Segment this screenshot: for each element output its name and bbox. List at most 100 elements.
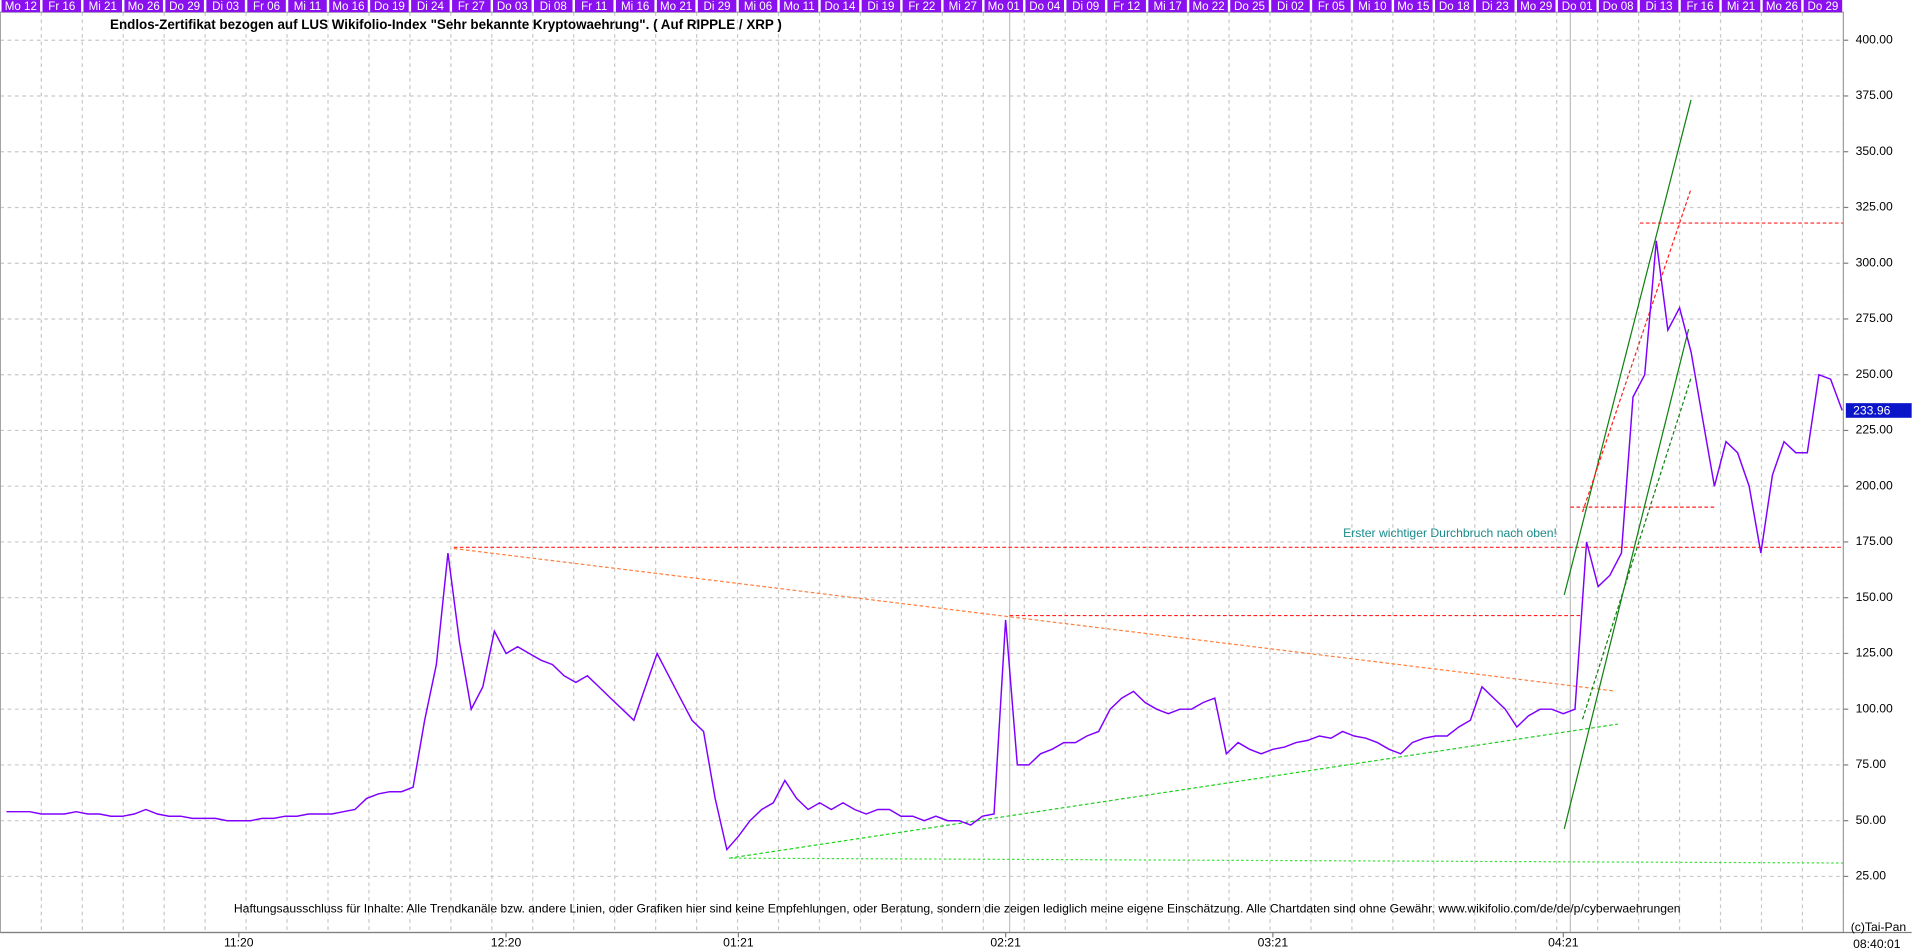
date-cell [820,0,860,13]
date-cell [1066,0,1105,13]
x-tick-label: 01:21 [723,936,754,950]
y-tick-label: 100.00 [1856,701,1893,715]
trend-line [1563,328,1690,830]
y-tick-label: 275.00 [1856,311,1893,325]
date-label: Mo 11 [783,1,814,13]
date-cell [697,0,737,13]
date-cell [1230,0,1269,13]
x-tick-label: 04:21 [1548,936,1579,950]
date-cell [165,0,204,13]
date-cell [1,0,41,13]
date-label: Mo 16 [332,1,364,13]
date-label: Di 29 [704,1,731,13]
trend-line [1581,377,1692,720]
date-cell [206,0,245,13]
y-tick-label: 200.00 [1856,478,1893,492]
date-cell [1516,0,1556,13]
date-cell [615,0,655,13]
date-label: Do 04 [1029,1,1060,13]
date-label: Fr 27 [458,1,485,13]
date-label: Mo 12 [5,1,37,13]
date-cell [1476,0,1515,13]
date-cell [370,0,409,13]
date-cell [1598,0,1638,13]
x-tick-label: 12:20 [491,936,522,950]
date-cell [124,0,163,13]
x-tick-label: 03:21 [1258,936,1289,950]
date-label: Di 19 [867,1,894,13]
last-value-label: 233.96 [1853,403,1890,417]
date-label: Mo 29 [1520,1,1552,13]
date-label: Mi 11 [294,1,321,13]
grid [0,12,1845,933]
date-cell [1435,0,1474,13]
date-label: Mi 21 [1727,1,1755,13]
date-cell [452,0,491,13]
date-label: Fr 16 [48,1,75,13]
date-label: Fr 06 [253,1,280,13]
date-cell [984,0,1024,13]
y-tick-label: 375.00 [1856,88,1893,102]
date-label: Di 13 [1646,1,1673,13]
x-tick-label: 11:20 [224,936,254,950]
date-cell [247,0,286,13]
date-label: Mo 22 [1192,1,1224,13]
date-label: Do 01 [1562,1,1593,13]
date-label: Do 29 [1807,1,1838,13]
date-cell [83,0,122,13]
date-cell [1803,0,1843,13]
date-label: Mi 21 [89,1,117,13]
date-label: Di 23 [1482,1,1509,13]
x-tick-label: 02:21 [990,936,1021,950]
date-label: Do 08 [1603,1,1634,13]
date-label: Mo 15 [1397,1,1429,13]
y-tick-label: 125.00 [1856,646,1893,660]
y-tick-label: 300.00 [1856,255,1893,269]
y-tick-label: 350.00 [1856,144,1893,158]
date-cell [1025,0,1064,13]
date-label: Di 24 [417,1,445,13]
date-label: Mi 10 [1358,1,1386,13]
date-label: Fr 05 [1318,1,1345,13]
last-value-box [1845,403,1912,418]
y-tick-label: 75.00 [1856,757,1887,771]
trend-line [1563,99,1692,595]
date-label: Di 02 [1277,1,1304,13]
date-label: Do 03 [497,1,528,13]
date-label: Mi 27 [949,1,977,13]
time: 08:40:01 [1853,937,1901,951]
date-cell [411,0,450,13]
y-tick-label: 25.00 [1856,869,1887,883]
date-label: Mo 01 [988,1,1020,13]
date-label: Mi 06 [744,1,772,13]
date-cell [1107,0,1146,13]
y-tick-label: 250.00 [1856,367,1893,381]
trend-line [729,723,1618,859]
date-label: Do 29 [169,1,200,13]
date-cell [1680,0,1720,13]
y-tick-label: 175.00 [1856,534,1893,548]
date-band: Mo 12 Fr 16 Mi 21 Mo 26 Do 29 Di 03 Fr 06 Mi 11… [1,0,1843,13]
date-label: Mo 21 [660,1,692,13]
date-cell [779,0,819,13]
date-label: Di 09 [1072,1,1099,13]
date-label: Do 25 [1234,1,1265,13]
date-cell [1639,0,1679,13]
trend-line [729,857,1844,864]
date-label: Fr 11 [581,1,607,13]
chart-title: Endlos-Zertifikat bezogen auf LUS Wikifo… [110,17,782,32]
trend-lines [453,99,1844,864]
date-cell [738,0,778,13]
date-label: Fr 22 [908,1,935,13]
date-label: Fr 16 [1687,1,1714,13]
trend-line [453,547,1616,692]
y-tick-label: 150.00 [1856,590,1893,604]
date-cell [1189,0,1228,13]
trend-line [1581,188,1692,513]
date-cell [1312,0,1351,13]
date-label: Mo 26 [128,1,160,13]
date-label: Do 19 [374,1,405,13]
y-tick-label: 225.00 [1856,423,1893,437]
